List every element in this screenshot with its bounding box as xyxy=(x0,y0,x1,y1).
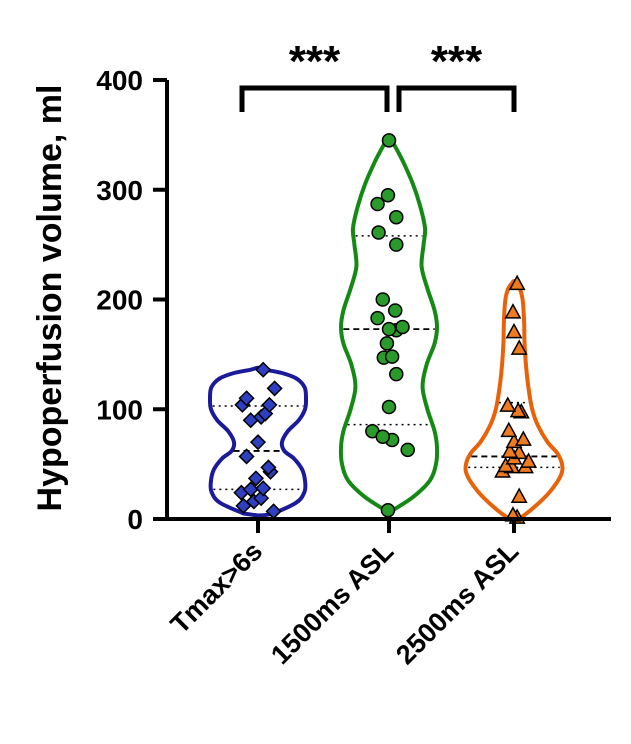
points-layer xyxy=(233,133,538,524)
y-tick-label: 100 xyxy=(96,394,143,425)
x-tick-label: Tmax>6s xyxy=(165,536,268,639)
data-point-diamond xyxy=(261,396,278,413)
data-point-circle xyxy=(381,133,397,148)
y-tick-label: 0 xyxy=(127,504,143,535)
significance-bracket xyxy=(396,85,517,112)
y-tick-label: 200 xyxy=(96,285,143,316)
data-point-circle xyxy=(371,225,386,240)
x-tick-label: 2500ms ASL xyxy=(390,536,524,670)
data-point-diamond xyxy=(242,481,259,498)
data-point-circle xyxy=(384,349,400,364)
data-point-triangle xyxy=(497,456,515,473)
data-point-triangle xyxy=(505,322,523,339)
y-axis-label: Hypoperfusion volume, ml xyxy=(31,85,69,512)
significance-label: *** xyxy=(289,37,341,86)
data-point-triangle xyxy=(510,487,528,503)
data-point-circle xyxy=(370,196,385,212)
data-point-circle xyxy=(400,442,415,458)
data-point-circle xyxy=(370,310,385,326)
x-tick-label: 1500ms ASL xyxy=(265,536,399,670)
data-point-circle xyxy=(381,399,397,415)
data-point-circle xyxy=(375,429,391,444)
significance-label: *** xyxy=(431,37,483,86)
data-point-triangle xyxy=(508,274,526,291)
data-point-diamond xyxy=(247,470,264,487)
data-point-diamond xyxy=(238,390,255,407)
data-point-circle xyxy=(375,292,391,307)
data-point-diamond xyxy=(266,380,283,397)
significance-annotations: *** *** xyxy=(239,37,517,112)
data-point-triangle xyxy=(501,442,519,459)
data-point-triangle xyxy=(510,339,528,355)
data-point-triangle xyxy=(499,396,517,412)
data-point-circle xyxy=(389,209,404,225)
data-point-circle xyxy=(381,321,397,337)
data-point-diamond xyxy=(249,434,267,451)
data-point-diamond xyxy=(255,361,272,378)
data-point-triangle xyxy=(520,452,538,468)
data-point-circle xyxy=(389,237,404,252)
data-point-diamond xyxy=(260,459,277,476)
y-tick-label: 300 xyxy=(96,175,143,206)
data-point-diamond xyxy=(238,448,255,465)
data-point-circle xyxy=(387,303,403,318)
data-point-diamond xyxy=(255,480,272,497)
y-ticks-layer: 0 100 200 300 400 xyxy=(96,65,167,535)
data-point-triangle xyxy=(504,303,522,319)
data-point-circle xyxy=(389,366,404,382)
significance-bracket xyxy=(239,85,390,112)
data-point-circle xyxy=(380,502,396,518)
data-point-triangle xyxy=(514,430,532,446)
data-point-circle xyxy=(379,336,395,351)
data-point-circle xyxy=(395,319,410,335)
data-point-circle xyxy=(380,187,396,203)
y-tick-label: 400 xyxy=(96,65,143,96)
data-point-triangle xyxy=(500,421,518,438)
